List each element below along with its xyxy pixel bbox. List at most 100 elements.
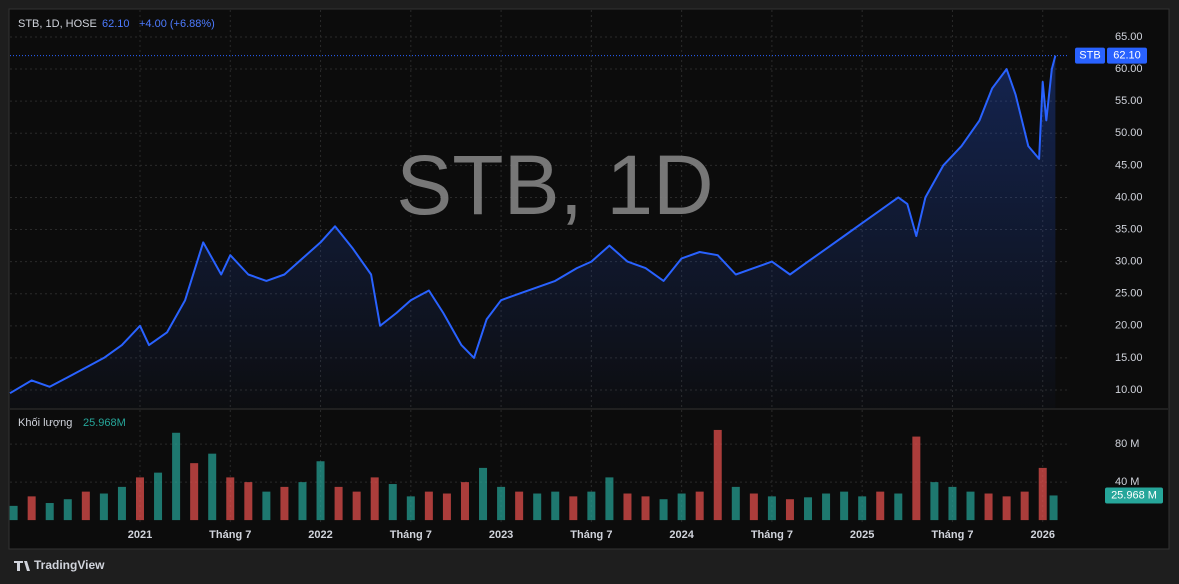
- price-badge-symbol: [1075, 47, 1105, 64]
- volume-bar: [352, 491, 361, 521]
- volume-bar: [804, 497, 813, 521]
- volume-bar: [9, 505, 18, 521]
- volume-bar: [822, 493, 831, 521]
- watermark: STB, 1D: [396, 138, 713, 232]
- x-tick-label: 2021: [128, 529, 152, 541]
- volume-bar: [677, 493, 686, 521]
- volume-bar: [280, 486, 289, 521]
- y-tick-label: 30.00: [1115, 256, 1143, 268]
- volume-bar: [406, 496, 415, 521]
- y-tick-label: 55.00: [1115, 95, 1143, 107]
- volume-bar: [27, 496, 36, 521]
- volume-bar: [1049, 495, 1058, 521]
- volume-bar: [172, 432, 181, 521]
- y-tick-label: 60.00: [1115, 63, 1143, 75]
- volume-bar: [244, 482, 253, 521]
- volume-bar: [316, 461, 325, 521]
- y-tick-label: 40.00: [1115, 191, 1143, 203]
- x-tick-label: Tháng 7: [751, 529, 793, 541]
- price-area: [10, 55, 1056, 408]
- volume-bar: [63, 499, 72, 521]
- volume-bar: [623, 493, 632, 521]
- volume-bar: [1038, 467, 1047, 521]
- volume-bar: [551, 491, 560, 521]
- volume-badge: [1105, 487, 1163, 504]
- y-tick-label: 15.00: [1115, 352, 1143, 364]
- x-tick-label: 2025: [850, 529, 874, 541]
- volume-bar: [388, 484, 397, 521]
- y-tick-label: 65.00: [1115, 31, 1143, 43]
- volume-bar: [190, 463, 199, 521]
- volume-bar: [262, 491, 271, 521]
- volume-bar: [334, 486, 343, 521]
- volume-bar: [370, 477, 379, 521]
- y-tick-label: 50.00: [1115, 127, 1143, 139]
- volume-bar: [226, 477, 235, 521]
- volume-bar: [605, 477, 614, 521]
- volume-bar: [497, 486, 506, 521]
- volume-bar: [1020, 491, 1029, 521]
- volume-bar: [460, 482, 469, 521]
- volume-title: Khối lượng: [18, 417, 72, 429]
- volume-bar: [767, 496, 776, 521]
- volume-bar: [749, 493, 758, 521]
- volume-bar: [99, 493, 108, 521]
- y-tick-label: 25.00: [1115, 288, 1143, 300]
- volume-bar: [587, 491, 596, 521]
- x-tick-label: 2024: [669, 529, 694, 541]
- volume-bar: [695, 491, 704, 521]
- volume-bar: [569, 496, 578, 521]
- price: 62.10: [102, 18, 130, 30]
- volume-bar: [515, 491, 524, 521]
- volume-bar: [208, 453, 217, 521]
- volume-value: 25.968M: [83, 417, 126, 429]
- price-badge-symbol-text: STB: [1079, 49, 1100, 61]
- x-tick-label: 2026: [1030, 529, 1054, 541]
- volume-bar: [45, 503, 54, 521]
- volume-bar: [840, 491, 849, 521]
- volume-bar: [479, 467, 488, 521]
- volume-bar: [135, 477, 144, 521]
- volume-tick-label: 80 M: [1115, 438, 1139, 450]
- volume-bar: [424, 491, 433, 521]
- symbol: STB, 1D, HOSE: [18, 18, 97, 30]
- volume-bar: [912, 436, 921, 521]
- y-tick-label: 35.00: [1115, 223, 1143, 235]
- volume-tick-label: 40 M: [1115, 476, 1139, 488]
- volume-bar: [641, 496, 650, 521]
- price-badge: [1107, 47, 1147, 64]
- x-tick-label: Tháng 7: [931, 529, 973, 541]
- volume-bar: [984, 493, 993, 521]
- volume-bar: [930, 482, 939, 521]
- x-tick-label: 2023: [489, 529, 513, 541]
- y-tick-label: 45.00: [1115, 159, 1143, 171]
- volume-badge-text: 25.968 M: [1111, 489, 1157, 501]
- volume-bar: [442, 493, 451, 521]
- change: +4.00 (+6.88%): [139, 18, 215, 30]
- x-tick-label: Tháng 7: [209, 529, 251, 541]
- volume-bar: [894, 493, 903, 521]
- y-tick-label: 10.00: [1115, 384, 1143, 396]
- volume-bar: [858, 496, 867, 521]
- volume-bar: [154, 472, 163, 521]
- price-line: [9, 55, 1057, 395]
- volume-bar: [81, 491, 90, 521]
- x-tick-label: Tháng 7: [570, 529, 612, 541]
- volume-bar: [117, 486, 126, 521]
- volume-bar: [948, 486, 957, 521]
- volume-bar: [659, 499, 668, 521]
- volume-bar: [1002, 496, 1011, 521]
- x-tick-label: Tháng 7: [390, 529, 432, 541]
- volume-bar: [298, 482, 307, 521]
- price-badge-text: 62.10: [1113, 49, 1141, 61]
- volume-bar: [876, 491, 885, 521]
- volume-bar: [966, 491, 975, 521]
- volume-bar: [533, 493, 542, 521]
- brand: TradingView: [34, 558, 105, 572]
- volume-bar: [785, 499, 794, 521]
- volume-bar: [713, 429, 722, 521]
- brand-logo: [14, 561, 30, 571]
- volume-bar: [731, 486, 740, 521]
- y-tick-label: 20.00: [1115, 320, 1143, 332]
